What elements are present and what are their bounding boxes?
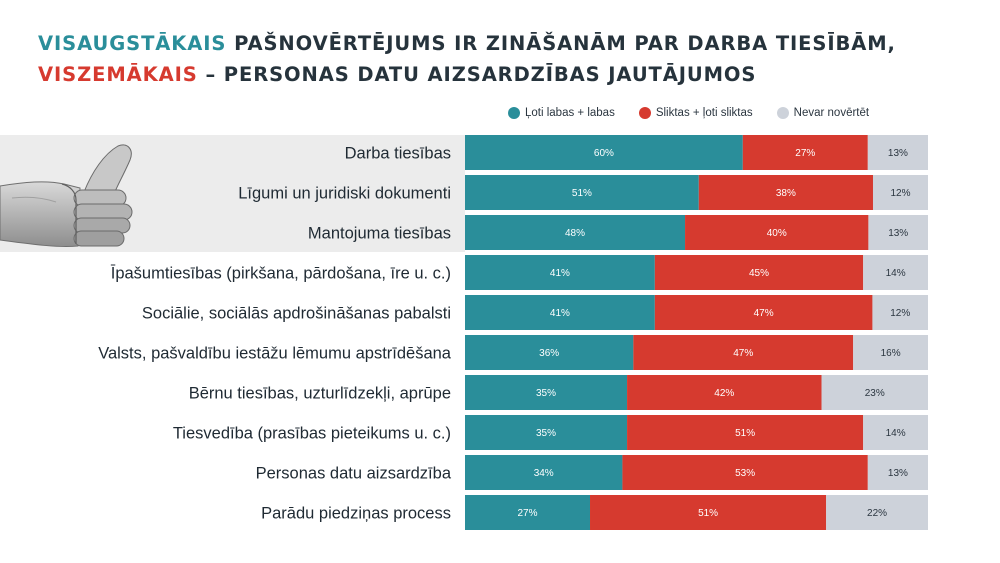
data-label-bad-2: 40%: [767, 228, 787, 239]
title-line-1-rest: PAŠNOVĒRTĒJUMS IR ZINĀŠANĀM PAR DARBA TI…: [226, 32, 896, 55]
bar-unknown-3: [863, 255, 928, 290]
bar-bad-3: [654, 255, 864, 290]
legend-dot-bad-icon: [638, 107, 651, 119]
bar-bad-0: [742, 135, 868, 170]
data-label-unknown-2: 13%: [888, 228, 908, 239]
bar-unknown-6: [821, 375, 928, 410]
data-label-good-0: 60%: [594, 148, 614, 159]
category-label-tiesved-ba-pras-bas-pieteikums-u-c: Tiesvedība (prasības pieteikums u. c.): [173, 425, 451, 443]
bar-bad-9: [590, 495, 827, 530]
chart-title: VISAUGSTĀKAIS PAŠNOVĒRTĒJUMS IR ZINĀŠANĀ…: [38, 28, 938, 90]
data-label-bad-6: 42%: [714, 388, 734, 399]
bar-unknown-2: [868, 215, 928, 250]
data-label-bad-1: 38%: [776, 188, 796, 199]
data-label-good-6: 35%: [536, 388, 556, 399]
data-label-bad-8: 53%: [735, 468, 755, 479]
data-label-bad-9: 51%: [698, 508, 718, 519]
bar-bad-1: [698, 175, 873, 210]
data-label-unknown-8: 13%: [888, 468, 908, 479]
bar-unknown-7: [863, 415, 928, 450]
bar-good-3: [465, 255, 655, 290]
bar-bad-6: [627, 375, 822, 410]
bar-bad-2: [685, 215, 869, 250]
bar-bad-7: [627, 415, 864, 450]
legend-label-unknown: Nevar novērtēt: [793, 107, 870, 119]
title-highlight-lowest: VISZEMĀKAIS: [38, 63, 198, 86]
data-label-good-2: 48%: [565, 228, 585, 239]
data-label-unknown-9: 22%: [867, 508, 887, 519]
data-label-bad-0: 27%: [795, 148, 815, 159]
bar-good-8: [465, 455, 623, 490]
bar-bad-8: [622, 455, 868, 490]
bar-good-0: [465, 135, 743, 170]
data-label-good-3: 41%: [550, 268, 570, 279]
legend-dot-good-icon: [508, 107, 520, 119]
data-label-good-1: 51%: [572, 188, 592, 199]
data-label-unknown-0: 13%: [888, 148, 908, 159]
category-label-b-rnu-ties-bas-uzturl-dzek-i-apr-pe: Bērnu tiesības, uzturlīdzekļi, aprūpe: [189, 385, 451, 403]
category-label-pa-umties-bas-pirk-ana-p-rdo-ana-re-u-c: Īpašumtiesības (pirkšana, pārdošana, īre…: [111, 265, 451, 283]
bar-good-4: [465, 295, 655, 330]
data-label-unknown-6: 23%: [865, 388, 885, 399]
data-label-bad-4: 47%: [754, 308, 774, 319]
bar-bad-4: [654, 295, 873, 330]
data-label-unknown-3: 14%: [886, 268, 906, 279]
legend-item-unknown: Nevar novērtēt: [776, 107, 870, 119]
legend-label-good: Ļoti labas + labas: [525, 107, 615, 119]
data-label-good-5: 36%: [539, 348, 559, 359]
data-label-bad-3: 45%: [749, 268, 769, 279]
data-label-good-7: 35%: [536, 428, 556, 439]
data-label-unknown-5: 16%: [881, 348, 901, 359]
category-label-personas-datu-aizsardz-ba: Personas datu aizsardzība: [256, 465, 452, 483]
bar-good-1: [465, 175, 699, 210]
title-line-2-rest: – PERSONAS DATU AIZSARDZĪBAS JAUTĀJUMOS: [197, 63, 757, 86]
category-label-soci-lie-soci-l-s-apdro-in-anas-pabalsti: Sociālie, sociālās apdrošināšanas pabals…: [142, 305, 451, 323]
legend-label-bad: Sliktas + ļoti sliktas: [655, 107, 753, 119]
category-label-valsts-pa-vald-bu-iest-u-l-mumu-apstr-d-ana: Valsts, pašvaldību iestāžu lēmumu apstrī…: [98, 345, 452, 363]
bar-bad-5: [633, 335, 854, 370]
bar-good-9: [465, 495, 591, 530]
category-label-mantojuma-ties-bas: Mantojuma tiesības: [308, 225, 451, 243]
bar-good-2: [465, 215, 686, 250]
bar-unknown-8: [867, 455, 928, 490]
chart-legend: Ļoti labas + labas Sliktas + ļoti slikta…: [508, 104, 893, 122]
data-label-good-8: 34%: [534, 468, 554, 479]
data-label-unknown-1: 12%: [890, 188, 910, 199]
data-label-good-4: 41%: [550, 308, 570, 319]
thumbs-up-hand-icon: [0, 144, 133, 248]
bar-unknown-0: [867, 135, 928, 170]
bar-good-7: [465, 415, 628, 450]
bar-unknown-9: [826, 495, 928, 530]
data-label-good-9: 27%: [517, 508, 537, 519]
bar-unknown-4: [872, 295, 928, 330]
stacked-bar-chart: Darba tiesības 60% 27% 13% Līgumi un juridis…: [98, 135, 928, 530]
category-label-l-gumi-un-juridiski-dokumenti: Līgumi un juridiski dokumenti: [238, 185, 451, 203]
bar-unknown-1: [872, 175, 928, 210]
legend-item-good: Ļoti labas + labas: [508, 107, 615, 119]
bar-good-5: [465, 335, 634, 370]
bar-good-6: [465, 375, 628, 410]
bar-unknown-5: [853, 335, 928, 370]
category-label-darba-ties-bas: Darba tiesības: [345, 145, 451, 163]
title-line-2: VISZEMĀKAIS – PERSONAS DATU AIZSARDZĪBAS…: [38, 59, 938, 90]
title-line-1: VISAUGSTĀKAIS PAŠNOVĒRTĒJUMS IR ZINĀŠANĀ…: [38, 28, 938, 59]
data-label-unknown-4: 12%: [890, 308, 910, 319]
legend-item-bad: Sliktas + ļoti sliktas: [638, 107, 753, 119]
category-label-par-du-piedzi-as-process: Parādu piedziņas process: [261, 505, 451, 523]
title-highlight-highest: VISAUGSTĀKAIS: [38, 32, 227, 55]
data-label-bad-7: 51%: [735, 428, 755, 439]
data-label-bad-5: 47%: [733, 348, 753, 359]
data-label-unknown-7: 14%: [886, 428, 906, 439]
legend-dot-unknown-icon: [776, 107, 789, 119]
